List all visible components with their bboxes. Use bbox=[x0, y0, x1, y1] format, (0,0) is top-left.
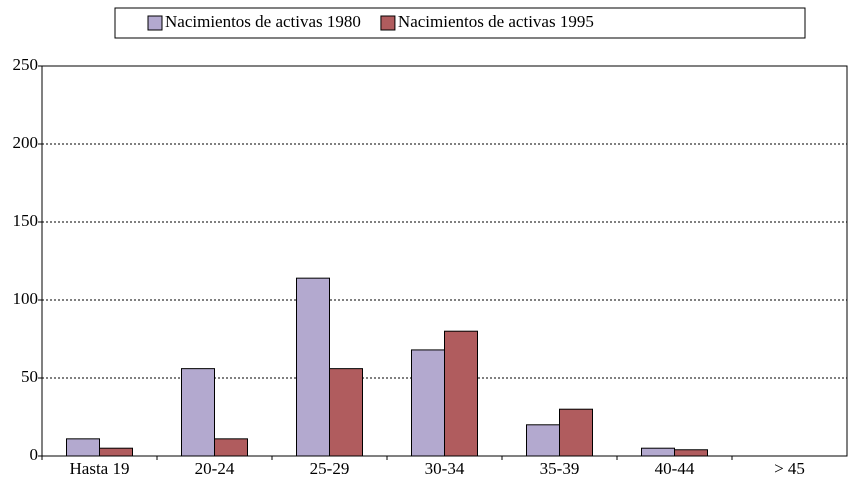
x-tick-label: > 45 bbox=[774, 459, 805, 478]
x-tick-label: 25-29 bbox=[310, 459, 350, 478]
bar bbox=[526, 424, 560, 457]
x-tick-label: 30-34 bbox=[425, 459, 465, 478]
legend-swatch bbox=[147, 15, 163, 31]
bar bbox=[559, 408, 593, 457]
legend-label: Nacimientos de activas 1980 bbox=[165, 12, 361, 31]
bar bbox=[444, 330, 478, 457]
legend-box bbox=[114, 7, 806, 39]
bar bbox=[411, 349, 445, 457]
y-tick-label: 50 bbox=[21, 367, 38, 386]
y-tick-label: 200 bbox=[13, 133, 39, 152]
bar bbox=[99, 447, 133, 457]
x-tick-label: 20-24 bbox=[195, 459, 235, 478]
x-tick-label: 35-39 bbox=[540, 459, 580, 478]
legend-swatch bbox=[380, 15, 396, 31]
x-tick-label: 40-44 bbox=[655, 459, 695, 478]
y-tick-label: 100 bbox=[13, 289, 39, 308]
legend-label: Nacimientos de activas 1995 bbox=[398, 12, 594, 31]
bar bbox=[296, 277, 330, 457]
y-tick-label: 150 bbox=[13, 211, 39, 230]
x-tick-label: Hasta 19 bbox=[70, 459, 130, 478]
bar bbox=[66, 438, 100, 457]
bar bbox=[641, 447, 675, 457]
bar bbox=[214, 438, 248, 457]
y-tick-label: 250 bbox=[13, 55, 39, 74]
bar bbox=[181, 368, 215, 457]
bar bbox=[329, 368, 363, 457]
y-tick-label: 0 bbox=[30, 445, 39, 464]
bar bbox=[674, 449, 708, 457]
